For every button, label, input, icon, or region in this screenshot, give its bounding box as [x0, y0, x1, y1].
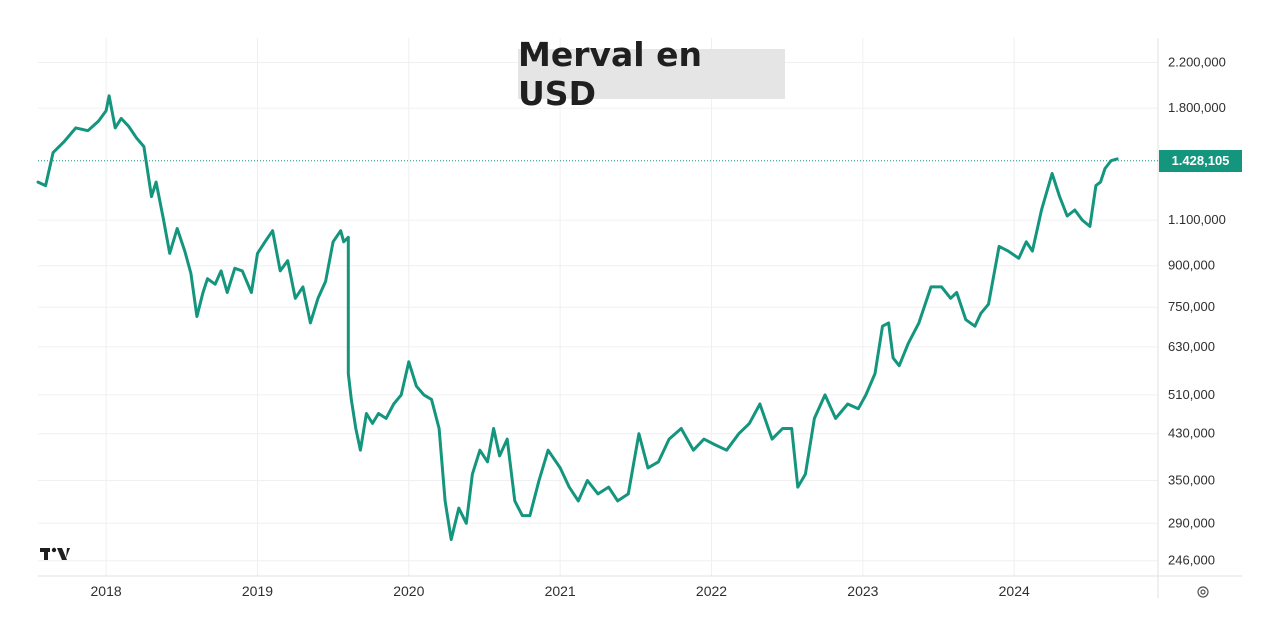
y-tick-label: 750,000 [1168, 299, 1215, 314]
chart-title-box: Merval en USD [518, 35, 785, 113]
x-tick-label: 2019 [242, 583, 273, 599]
y-tick-label: 630,000 [1168, 339, 1215, 354]
y-tick-label: 510,000 [1168, 387, 1215, 402]
y-tick-label: 1.800,000 [1168, 100, 1226, 115]
y-tick-label: 1.100,000 [1168, 212, 1226, 227]
settings-gear-icon[interactable] [1196, 585, 1210, 599]
y-tick-label: 2.200,000 [1168, 54, 1226, 69]
x-tick-label: 2021 [545, 583, 576, 599]
x-axis: 2018 2019 2020 2021 2022 2023 2024 [91, 583, 1030, 599]
tradingview-logo-icon[interactable] [40, 546, 70, 562]
series-line [36, 94, 1119, 541]
chart-title: Merval en USD [518, 35, 702, 113]
y-tick-label: 290,000 [1168, 515, 1215, 530]
x-tick-label: 2024 [999, 583, 1030, 599]
grid [38, 38, 1158, 576]
y-tick-label: 350,000 [1168, 473, 1215, 488]
y-tick-label: 900,000 [1168, 258, 1215, 273]
y-axis: 2.200,000 1.800,000 1.100,000 900,000 750,00… [1168, 54, 1226, 567]
y-tick-label: 430,000 [1168, 426, 1215, 441]
last-value-badge: 1.428,105 [1159, 149, 1242, 172]
x-tick-label: 2023 [847, 583, 878, 599]
x-tick-label: 2018 [91, 583, 122, 599]
x-tick-label: 2020 [393, 583, 424, 599]
y-tick-label: 246,000 [1168, 553, 1215, 568]
x-tick-label: 2022 [696, 583, 727, 599]
